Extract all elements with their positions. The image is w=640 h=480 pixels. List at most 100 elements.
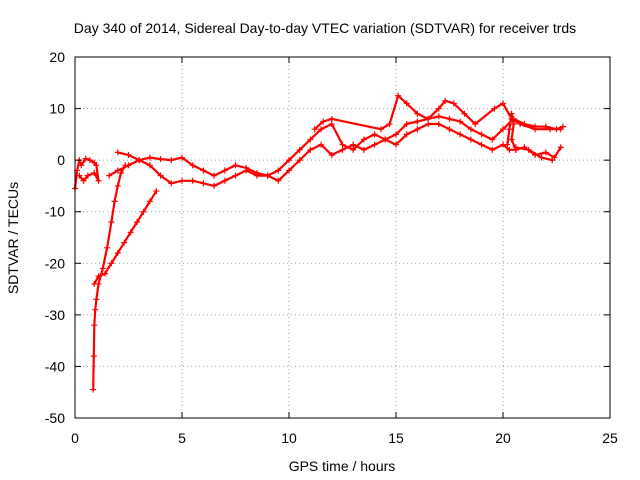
data-point-marker (157, 156, 164, 163)
data-point-marker (467, 126, 474, 133)
y-tick-label: 20 (49, 49, 65, 65)
data-point-marker (179, 154, 185, 161)
x-tick-label: 25 (602, 430, 618, 446)
data-point-marker (168, 157, 175, 164)
data-point-marker (371, 141, 378, 148)
data-point-marker (95, 273, 102, 280)
data-point-marker (108, 260, 115, 267)
data-point-marker (90, 353, 97, 360)
data-point-marker (435, 121, 442, 128)
data-point-marker (125, 162, 132, 169)
data-point-marker (403, 131, 410, 138)
x-axis-title: GPS time / hours (289, 458, 396, 474)
data-point-marker (108, 219, 115, 226)
data-point-marker (200, 167, 207, 174)
series-early-dip-gradual (91, 188, 160, 287)
data-point-marker (318, 126, 325, 133)
data-point-marker (435, 113, 442, 120)
data-point-marker (189, 162, 196, 169)
data-point-marker (371, 131, 378, 138)
series-trace (514, 146, 554, 162)
data-point-marker (446, 115, 453, 122)
data-point-marker (168, 180, 175, 187)
data-point-marker (253, 172, 260, 179)
data-point-marker (91, 322, 98, 329)
data-point-marker (435, 105, 442, 112)
data-point-marker (243, 167, 250, 174)
series-early-dip-steep (90, 162, 129, 393)
data-point-marker (179, 177, 185, 184)
data-point-marker (146, 154, 153, 161)
data-point-marker (211, 172, 218, 179)
series-late-tail (512, 144, 556, 164)
data-point-marker (106, 172, 113, 179)
data-point-marker (403, 100, 410, 107)
data-point-marker (157, 172, 164, 179)
data-point-marker (318, 141, 325, 148)
data-point-marker (90, 386, 97, 393)
data-point-marker (127, 229, 134, 236)
data-point-marker (525, 146, 532, 153)
data-point-marker (114, 167, 121, 174)
x-tick-labels: 0 5 10 15 20 25 (71, 430, 618, 446)
data-point-marker (504, 141, 511, 148)
data-point-marker (264, 172, 271, 179)
data-point-marker (500, 126, 506, 133)
plot-frame (74, 56, 611, 419)
data-point-marker (328, 115, 335, 122)
data-point-marker (221, 167, 228, 174)
data-point-marker (491, 105, 498, 112)
data-point-marker (82, 155, 89, 162)
x-tick-label: 5 (178, 430, 186, 446)
data-point-marker (328, 151, 335, 158)
data-point-marker (296, 157, 303, 164)
data-point-marker (91, 280, 98, 287)
data-point-marker (140, 208, 147, 215)
data-point-marker (320, 118, 327, 125)
data-point-marker (506, 146, 513, 153)
series-early-start (72, 155, 102, 192)
data-point-marker (111, 198, 118, 205)
data-point-marker (350, 141, 357, 148)
y-tick-label: -50 (45, 410, 65, 426)
data-point-marker (472, 121, 479, 128)
data-point-marker (101, 270, 108, 277)
data-point-marker (360, 136, 367, 143)
data-point-marker (461, 110, 468, 117)
axis-ticks (74, 56, 611, 419)
data-point-marker (393, 141, 399, 148)
data-point-marker (92, 306, 99, 313)
series-trace (108, 115, 565, 177)
series-upper-excursions (311, 92, 564, 133)
data-point-marker (232, 172, 239, 179)
y-tick-label: -10 (45, 204, 65, 220)
data-point-marker (414, 110, 421, 117)
data-point-marker (538, 154, 545, 161)
data-point-marker (339, 141, 346, 148)
data-point-marker (549, 157, 556, 164)
data-point-marker (296, 146, 303, 153)
data-point-marker (500, 100, 506, 107)
data-point-marker (360, 146, 367, 153)
data-point-marker (307, 136, 314, 143)
data-point-marker (467, 136, 474, 143)
data-point-marker (450, 100, 457, 107)
data-point-marker (478, 131, 485, 138)
data-point-marker (311, 126, 318, 133)
data-point-marker (489, 146, 496, 153)
y-tick-label: -40 (45, 358, 65, 374)
data-point-marker (232, 162, 239, 169)
data-point-marker (478, 141, 485, 148)
data-point-marker (414, 118, 421, 125)
data-point-marker (386, 121, 393, 128)
data-point-marker (339, 146, 346, 153)
data-series (72, 92, 566, 393)
data-point-marker (104, 244, 111, 251)
data-point-marker (506, 126, 513, 133)
data-point-marker (121, 239, 128, 246)
y-tick-label: -20 (45, 255, 65, 271)
grid (75, 57, 610, 418)
data-point-marker (146, 198, 153, 205)
data-point-marker (221, 177, 228, 184)
